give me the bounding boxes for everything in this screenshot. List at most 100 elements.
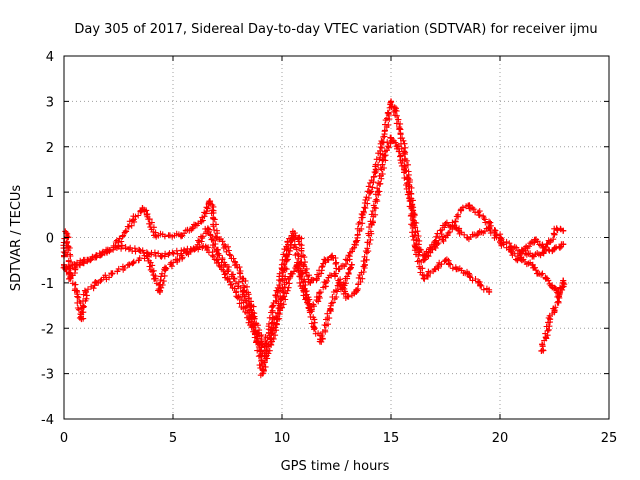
data-point xyxy=(189,225,196,232)
data-point xyxy=(388,98,394,105)
data-point xyxy=(239,288,246,295)
data-point xyxy=(93,279,100,286)
data-point xyxy=(261,352,268,359)
data-point xyxy=(316,293,323,300)
data-point xyxy=(222,243,229,250)
data-point xyxy=(538,347,545,354)
data-point xyxy=(78,316,85,323)
x-axis-label: GPS time / hours xyxy=(281,459,390,474)
data-point xyxy=(381,152,388,159)
y-tick-label: 3 xyxy=(46,95,54,110)
data-point xyxy=(161,266,168,273)
series-satellite-track-2 xyxy=(60,134,493,379)
data-point xyxy=(224,275,231,282)
data-point xyxy=(307,279,314,286)
data-point xyxy=(366,189,373,196)
data-point xyxy=(67,275,74,282)
data-point xyxy=(274,316,281,323)
data-point xyxy=(542,334,549,341)
data-point xyxy=(307,307,314,314)
series-satellite-track-3 xyxy=(62,242,355,360)
data-point xyxy=(239,275,246,282)
data-point xyxy=(353,239,360,246)
data-point xyxy=(233,261,240,268)
data-point xyxy=(283,257,290,264)
data-point xyxy=(152,275,159,282)
data-point xyxy=(322,279,329,286)
data-point xyxy=(453,266,460,273)
data-point xyxy=(156,288,163,295)
data-point xyxy=(71,261,78,268)
data-point xyxy=(547,239,554,246)
y-tick-label: 2 xyxy=(46,141,54,156)
data-point xyxy=(281,293,288,300)
data-point xyxy=(82,288,89,295)
data-point xyxy=(74,288,81,295)
data-point xyxy=(300,288,307,295)
y-tick-label: 1 xyxy=(46,186,54,201)
data-point xyxy=(126,261,133,268)
data-point xyxy=(464,270,471,277)
series-satellite-track-1 xyxy=(60,98,567,350)
data-point xyxy=(507,248,514,255)
data-point xyxy=(531,236,538,243)
data-point xyxy=(231,275,238,282)
data-point xyxy=(560,227,567,234)
data-point xyxy=(497,239,503,246)
data-point xyxy=(318,338,325,345)
x-tick-label: 10 xyxy=(274,431,291,446)
y-tick-label: 0 xyxy=(46,232,54,247)
data-point xyxy=(560,241,567,248)
data-point xyxy=(359,211,366,218)
data-point xyxy=(329,252,336,259)
data-point xyxy=(322,257,329,264)
data-point xyxy=(178,232,185,239)
data-point xyxy=(283,243,290,250)
data-point xyxy=(560,277,567,284)
data-point xyxy=(300,261,307,268)
data-point xyxy=(198,218,205,225)
data-point xyxy=(551,307,558,314)
data-point xyxy=(444,232,451,239)
y-tick-label: -2 xyxy=(41,322,54,337)
data-point xyxy=(442,220,449,227)
data-point xyxy=(475,209,482,216)
data-point xyxy=(420,275,427,282)
data-layer xyxy=(60,98,568,379)
data-point xyxy=(294,261,301,268)
data-point xyxy=(139,205,146,212)
data-point xyxy=(246,316,253,323)
data-point xyxy=(361,261,368,268)
data-point xyxy=(475,229,482,236)
data-point xyxy=(259,370,266,377)
y-tick-label: -1 xyxy=(41,277,54,292)
data-point xyxy=(115,243,122,250)
x-tick-label: 5 xyxy=(169,431,177,446)
data-point xyxy=(401,166,408,173)
data-point xyxy=(235,293,242,300)
data-point xyxy=(255,338,262,345)
data-point xyxy=(165,232,172,239)
data-point xyxy=(416,248,423,255)
data-point xyxy=(486,225,493,232)
data-point xyxy=(274,288,281,295)
data-point xyxy=(385,111,392,118)
data-point xyxy=(407,198,414,205)
data-point xyxy=(529,252,536,259)
x-tick-label: 0 xyxy=(60,431,68,446)
data-point xyxy=(536,270,543,277)
data-point xyxy=(514,257,521,264)
data-point xyxy=(311,325,318,332)
data-point xyxy=(394,143,401,150)
data-point xyxy=(152,232,159,239)
data-point xyxy=(296,234,303,241)
data-point xyxy=(392,107,399,114)
data-point xyxy=(348,261,355,268)
data-point xyxy=(431,266,438,273)
data-point xyxy=(159,252,166,259)
data-point xyxy=(374,189,381,196)
data-point xyxy=(396,125,403,132)
data-point xyxy=(313,275,320,282)
data-point xyxy=(174,257,181,264)
series-satellite-track-5 xyxy=(513,236,567,264)
